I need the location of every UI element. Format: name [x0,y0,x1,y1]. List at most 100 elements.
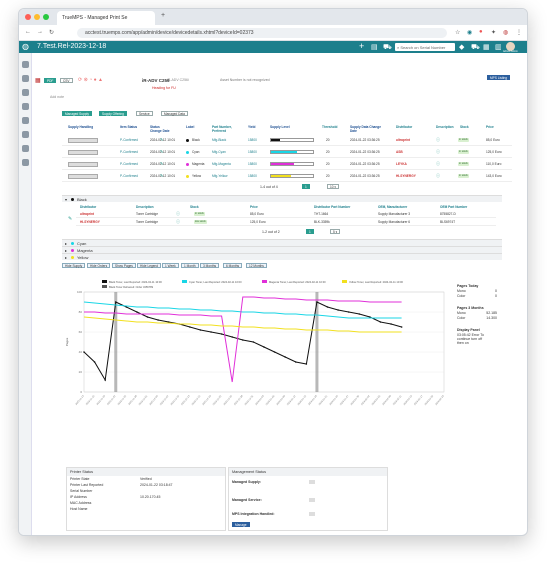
supply-handling-button[interactable] [68,138,98,143]
item-status[interactable]: P-Confirmed [120,138,138,142]
chart-button-6[interactable]: 3 Months [200,263,220,268]
expand-icon[interactable]: ▸ [65,248,68,253]
csv-button[interactable]: CSV [60,78,73,83]
detail-page-1[interactable]: 1 [306,229,314,234]
reload-icon[interactable]: ↻ [49,30,55,36]
col-header[interactable]: Distributor Part Number [314,205,351,209]
yield-value[interactable]: 15800 [248,138,257,142]
col-header[interactable]: OEM, Manufacturer [378,205,408,209]
globe-icon[interactable]: ◍ [22,42,29,51]
add-icon[interactable]: + [359,41,365,51]
close-window-icon[interactable] [25,14,31,20]
part-number[interactable]: Mfg-Magenta [212,162,231,166]
pdf-button[interactable]: PDF [44,78,57,83]
description-icon[interactable]: ⓘ [436,161,440,166]
col-header[interactable]: Distributor [80,205,97,209]
tab-managed-data[interactable]: Managed Data [161,111,188,116]
col-header[interactable]: Threshold [322,125,338,129]
avatar[interactable] [506,42,515,51]
edit-icon[interactable]: ✎ [160,137,164,142]
supply-handling-button[interactable] [68,150,98,155]
sidebar-home-icon[interactable] [22,61,29,68]
url-input[interactable]: acctest.truemps.com/app/admin/device/dev… [77,28,447,38]
yield-value[interactable]: 15800 [248,162,257,166]
collapse-icon[interactable]: ▾ [65,197,68,202]
part-number[interactable]: Mfg-Black [212,138,227,142]
item-status[interactable]: P-Confirmed [120,150,138,154]
serial-search-input[interactable]: ⌕ Search on Serial Number [395,43,455,51]
truck-icon[interactable]: ⛟ [471,44,480,51]
new-tab-icon[interactable]: + [161,12,166,19]
supply-page-1[interactable]: 1 [302,184,310,189]
supply-page-size[interactable]: 10 ▾ [327,184,340,189]
sidebar-settings-icon[interactable] [22,145,29,152]
yield-value[interactable]: 15800 [248,150,257,154]
tab-supply-offering[interactable]: Supply Offering [99,111,127,116]
tab-managed-supply[interactable]: Managed Supply [62,111,92,116]
collapsed-row-yellow[interactable]: ▸ Yellow [62,253,502,260]
col-header[interactable]: Stock [460,125,469,129]
tab-service[interactable]: Service [136,111,153,116]
tag-icon[interactable]: ◆ [459,44,465,51]
forward-icon[interactable]: → [37,29,43,35]
collapsed-row-magenta[interactable]: ▸ Magenta [62,246,502,253]
description-icon[interactable]: ⓘ [176,219,180,224]
col-header[interactable]: Part Number, Preferred [212,125,232,133]
col-header[interactable]: OEM Part Number [440,205,468,209]
maximize-window-icon[interactable] [43,14,49,20]
col-header[interactable]: Distributor [396,125,413,129]
mps-integration-toggle[interactable] [309,512,315,516]
sidebar-drop-icon[interactable] [22,117,29,124]
cart-icon[interactable]: ⛟ [383,44,392,51]
black-detail-bar[interactable]: ▾ Black [62,195,502,202]
supply-handling-button[interactable] [68,174,98,179]
detail-page-size[interactable]: 5 ▾ [330,229,341,234]
expand-icon[interactable]: ▸ [65,255,68,260]
description-icon[interactable]: ⓘ [176,211,180,216]
manage-button[interactable]: Manage [232,522,250,527]
managed-service-toggle[interactable] [309,498,315,502]
description-icon[interactable]: ⓘ [436,173,440,178]
chart-button-1[interactable]: Hide Orders [87,263,111,268]
col-header[interactable]: Description [136,205,154,209]
sidebar-users-icon[interactable] [22,159,29,166]
supply-handling-button[interactable] [68,162,98,167]
expand-icon[interactable]: ▸ [65,241,68,246]
part-number[interactable]: Mfg-Cyan [212,150,226,154]
browser-tab[interactable]: TrueMPS - Managed Print Se [57,11,155,25]
edit-icon[interactable]: ✎ [160,173,164,178]
printer-icon[interactable]: ▦ [483,44,490,51]
item-status[interactable]: P-Confirmed [120,174,138,178]
bookmark-icon[interactable]: ☆ [455,30,461,36]
sidebar-cart-icon[interactable] [22,103,29,110]
part-number[interactable]: Mfg-Yellow [212,174,228,178]
col-header[interactable]: Price [486,125,494,129]
sidebar-printer-icon[interactable] [22,89,29,96]
col-header[interactable]: Price [250,205,258,209]
mps-listing-button[interactable]: MPS Listing [487,75,511,80]
chart-button-0[interactable]: Hide Supply [62,263,86,268]
chart-button-7[interactable]: 6 Months [223,263,243,268]
item-status[interactable]: P-Confirmed [120,162,138,166]
yield-value[interactable]: 15800 [248,174,257,178]
extension-icon[interactable]: ◉ [467,30,473,36]
chart-button-4[interactable]: 1 Week [162,263,179,268]
menu-icon[interactable]: ⋮ [516,30,522,36]
edit-icon[interactable]: ✎ [68,216,73,222]
extensions-icon[interactable]: ✦ [491,30,497,36]
edit-icon[interactable]: ✎ [160,161,164,166]
managed-supply-toggle[interactable] [309,480,315,484]
document-icon[interactable]: ▤ [371,44,378,51]
chart-button-3[interactable]: Hide Legend [137,263,162,268]
sidebar-devices-icon[interactable] [22,75,29,82]
extension-2-icon[interactable]: ● [479,29,483,35]
sidebar-chart-icon[interactable] [22,131,29,138]
description-icon[interactable]: ⓘ [436,149,440,154]
chart-button-5[interactable]: 1 Month [181,263,199,268]
collapsed-row-cyan[interactable]: ▸ Cyan [62,239,502,246]
add-note-link[interactable]: Add note [50,95,65,99]
col-header[interactable]: Description [436,125,454,129]
edit-icon[interactable]: ✎ [160,149,164,154]
back-icon[interactable]: ← [25,29,31,35]
chart-button-8[interactable]: 12 Months [246,263,267,268]
